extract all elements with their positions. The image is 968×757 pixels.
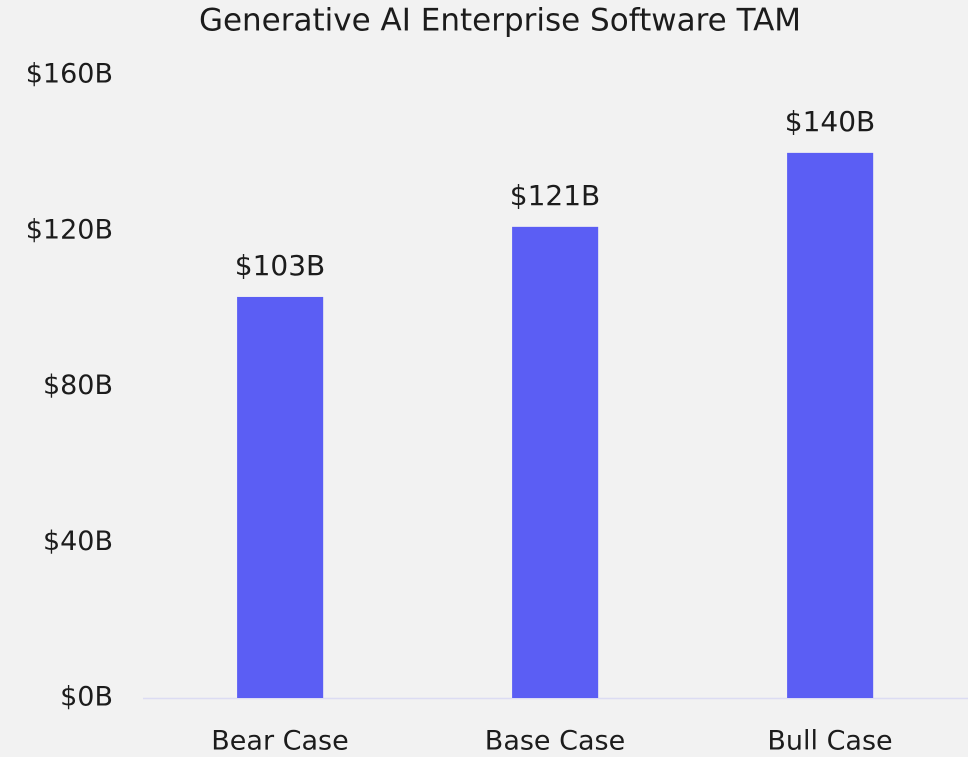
data-label: $140B xyxy=(785,105,875,138)
x-tick-label: Base Case xyxy=(485,726,625,757)
y-tick-label: $160B xyxy=(26,59,113,90)
x-tick-label: Bull Case xyxy=(767,726,892,757)
y-tick-label: $40B xyxy=(43,526,113,557)
y-tick-label: $80B xyxy=(43,370,113,401)
bar xyxy=(237,296,324,698)
x-tick-label: Bear Case xyxy=(211,726,348,757)
y-tick-label: $0B xyxy=(60,682,113,713)
chart-title: Generative AI Enterprise Software TAM xyxy=(199,3,801,39)
data-label: $103B xyxy=(235,249,325,282)
bar xyxy=(787,152,874,698)
bar xyxy=(512,226,599,698)
data-label: $121B xyxy=(510,179,600,212)
y-tick-label: $120B xyxy=(26,214,113,245)
